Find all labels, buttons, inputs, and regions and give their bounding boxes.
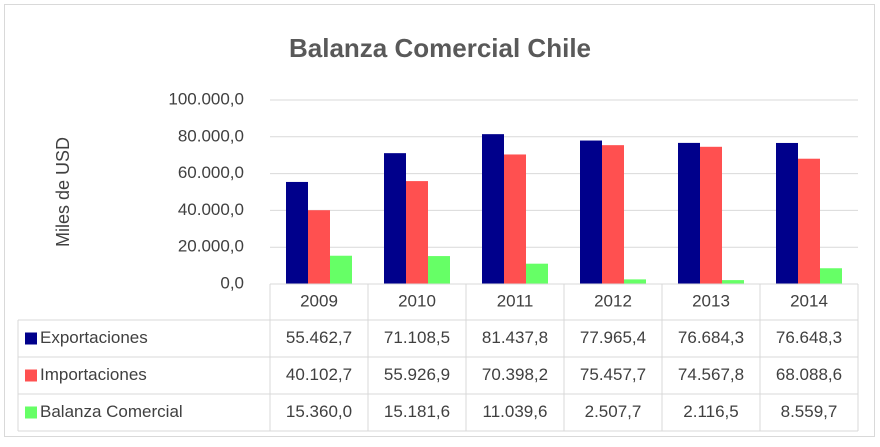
legend-label: Exportaciones xyxy=(40,328,148,347)
x-tick-label: 2013 xyxy=(692,291,730,310)
x-tick-label: 2010 xyxy=(398,291,436,310)
table-value: 40.102,7 xyxy=(286,365,352,384)
legend-key xyxy=(25,332,37,345)
y-tick-label: 0,0 xyxy=(220,273,244,292)
table-value: 77.965,4 xyxy=(580,328,646,347)
y-tick-label: 20.000,0 xyxy=(178,237,244,256)
bar xyxy=(330,255,352,284)
table-value: 11.039,6 xyxy=(483,402,548,421)
table-value: 15.360,0 xyxy=(286,402,352,421)
bar xyxy=(722,280,744,284)
table-value: 76.684,3 xyxy=(678,328,744,347)
table-value: 70.398,2 xyxy=(482,365,548,384)
table-value: 2.116,5 xyxy=(683,402,738,421)
y-axis-label: Miles de USD xyxy=(53,137,73,247)
bar xyxy=(308,210,330,284)
y-tick-label: 100.000,0 xyxy=(168,89,244,108)
x-tick-label: 2009 xyxy=(300,291,338,310)
legend-key xyxy=(25,369,37,382)
bar xyxy=(820,268,842,284)
table-value: 55.926,9 xyxy=(384,365,450,384)
bar xyxy=(580,140,602,284)
legend-label: Balanza Comercial xyxy=(40,402,183,421)
table-value: 15.181,6 xyxy=(384,402,450,421)
table-value: 55.462,7 xyxy=(286,328,352,347)
x-tick-label: 2011 xyxy=(497,291,534,310)
bar xyxy=(700,146,722,284)
bar xyxy=(286,181,308,284)
table-value: 8.559,7 xyxy=(781,402,838,421)
y-tick-label: 60.000,0 xyxy=(178,163,244,182)
chart-title: Balanza Comercial Chile xyxy=(289,33,591,63)
y-tick-label: 40.000,0 xyxy=(178,200,244,219)
bar xyxy=(678,142,700,284)
bar xyxy=(384,153,406,284)
table-value: 68.088,6 xyxy=(776,365,842,384)
chart-border xyxy=(4,4,875,437)
table-value: 76.648,3 xyxy=(776,328,842,347)
table-value: 71.108,5 xyxy=(384,328,450,347)
table-value: 75.457,7 xyxy=(580,365,646,384)
bar xyxy=(602,145,624,284)
table-value: 2.507,7 xyxy=(585,402,642,421)
y-tick-label: 80.000,0 xyxy=(178,126,244,145)
bar xyxy=(406,181,428,284)
bar xyxy=(504,154,526,284)
bar xyxy=(798,158,820,284)
table-value: 81.437,8 xyxy=(482,328,548,347)
x-tick-label: 2014 xyxy=(790,291,828,310)
x-tick-label: 2012 xyxy=(594,291,632,310)
legend-label: Importaciones xyxy=(40,365,147,384)
table-value: 74.567,8 xyxy=(678,365,744,384)
bar xyxy=(624,279,646,284)
bar xyxy=(428,256,450,284)
bar xyxy=(482,134,504,284)
bar xyxy=(776,142,798,284)
bar xyxy=(526,263,548,284)
legend-key xyxy=(25,406,37,419)
